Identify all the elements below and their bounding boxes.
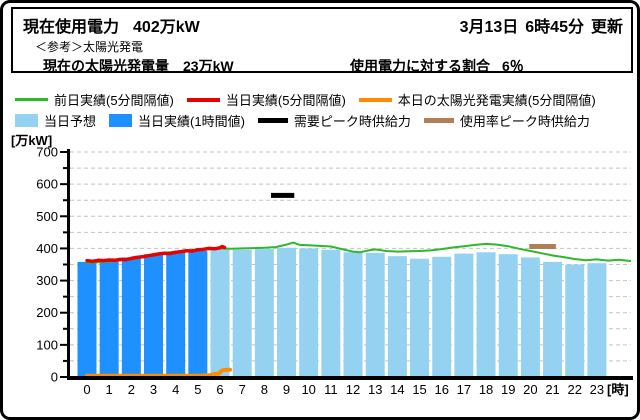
legend-swatch-lightblue-box [15, 114, 38, 127]
legend-item-demand-peak-supply: 需要ピーク時供給力 [257, 111, 411, 130]
legend-swatch-black-bar [257, 118, 288, 123]
svg-text:600: 600 [36, 177, 58, 192]
svg-text:10: 10 [301, 382, 315, 397]
legend-swatch-green-line [15, 98, 48, 101]
solar-ratio-value: 6％ [502, 58, 524, 74]
svg-text:9: 9 [283, 382, 290, 397]
current-usage: 現在使用電力 402万kW [23, 13, 200, 37]
legend-label-usage-peak-supply: 使用率ピーク時供給力 [459, 114, 590, 129]
svg-text:12: 12 [346, 382, 360, 397]
legend-item-today-actual-5min: 当日実績(5分間隔値) [186, 90, 346, 109]
legend-item-today-actual-hourly: 当日実績(1時間値) [109, 111, 245, 130]
svg-text:13: 13 [368, 382, 382, 397]
svg-text:19: 19 [501, 382, 515, 397]
solar-amount: 現在の太陽光発電量 23万kW [43, 56, 631, 76]
svg-text:300: 300 [36, 273, 58, 288]
svg-text:7: 7 [239, 382, 246, 397]
svg-text:[時]: [時] [607, 382, 629, 397]
solar-ratio-label: 使用電力に対する割合 [350, 58, 490, 74]
svg-text:14: 14 [390, 382, 404, 397]
legend-item-solar-actual: 本日の太陽光発電実績(5分間隔値) [358, 90, 596, 109]
legend-label-solar-actual: 本日の太陽光発電実績(5分間隔値) [397, 93, 596, 108]
legend-swatch-orange-line [358, 97, 392, 102]
svg-text:0: 0 [83, 382, 90, 397]
svg-text:17: 17 [457, 382, 471, 397]
current-usage-label: 現在使用電力 [23, 19, 120, 36]
legend-swatch-brown-bar [423, 118, 454, 123]
header: 現在使用電力 402万kW 3月13日 6時45分 更新 ＜参考＞太陽光発電 現在の太… [11, 7, 633, 76]
solar-amount-value: 23万kW [183, 58, 234, 74]
svg-text:21: 21 [545, 382, 559, 397]
update-suffix: 更新 [590, 19, 623, 36]
legend-label-prev-day-actual: 前日実績(5分間隔値) [54, 93, 174, 108]
svg-text:4: 4 [172, 382, 179, 397]
svg-text:20: 20 [523, 382, 537, 397]
chart-legend: 前日実績(5分間隔値) 当日実績(5分間隔値) 本日の太陽光発電実績(5分間隔値… [15, 89, 609, 131]
svg-text:400: 400 [36, 241, 58, 256]
svg-text:23: 23 [590, 382, 604, 397]
svg-text:1: 1 [106, 382, 113, 397]
legend-label-today-actual-hourly: 当日実績(1時間値) [138, 114, 245, 129]
legend-item-usage-peak-supply: 使用率ピーク時供給力 [423, 111, 590, 130]
legend-item-prev-day-actual: 前日実績(5分間隔値) [15, 90, 174, 109]
update-date: 3月13日 [459, 19, 519, 36]
svg-text:500: 500 [36, 209, 58, 224]
svg-text:100: 100 [36, 337, 58, 352]
legend-swatch-blue-box [109, 114, 133, 127]
solar-amount-label: 現在の太陽光発電量 [43, 58, 169, 74]
svg-text:0: 0 [51, 370, 58, 385]
svg-text:11: 11 [324, 382, 338, 397]
legend-swatch-red-line [186, 97, 220, 102]
svg-text:3: 3 [150, 382, 157, 397]
svg-text:5: 5 [194, 382, 201, 397]
solar-reference-note: ＜参考＞太陽光発電 [35, 40, 144, 54]
solar-ratio: 使用電力に対する割合 6％ [350, 56, 524, 76]
svg-text:15: 15 [412, 382, 426, 397]
current-usage-value: 402万kW [133, 19, 200, 36]
legend-item-today-forecast: 当日予想 [15, 111, 96, 130]
legend-label-demand-peak-supply: 需要ピーク時供給力 [293, 114, 411, 129]
svg-text:700: 700 [36, 145, 58, 160]
y-axis-unit-label: [万kW] [11, 133, 53, 148]
svg-text:6: 6 [216, 382, 223, 397]
svg-text:8: 8 [261, 382, 268, 397]
svg-text:200: 200 [36, 305, 58, 320]
update-time: 6時45分 [525, 19, 584, 36]
svg-text:18: 18 [479, 382, 493, 397]
svg-text:22: 22 [568, 382, 582, 397]
legend-label-today-forecast: 当日予想 [44, 114, 97, 129]
svg-text:16: 16 [434, 382, 448, 397]
svg-text:2: 2 [128, 382, 135, 397]
last-updated: 3月13日 6時45分 更新 [453, 13, 623, 37]
legend-label-today-actual-5min: 当日実績(5分間隔値) [225, 93, 346, 108]
